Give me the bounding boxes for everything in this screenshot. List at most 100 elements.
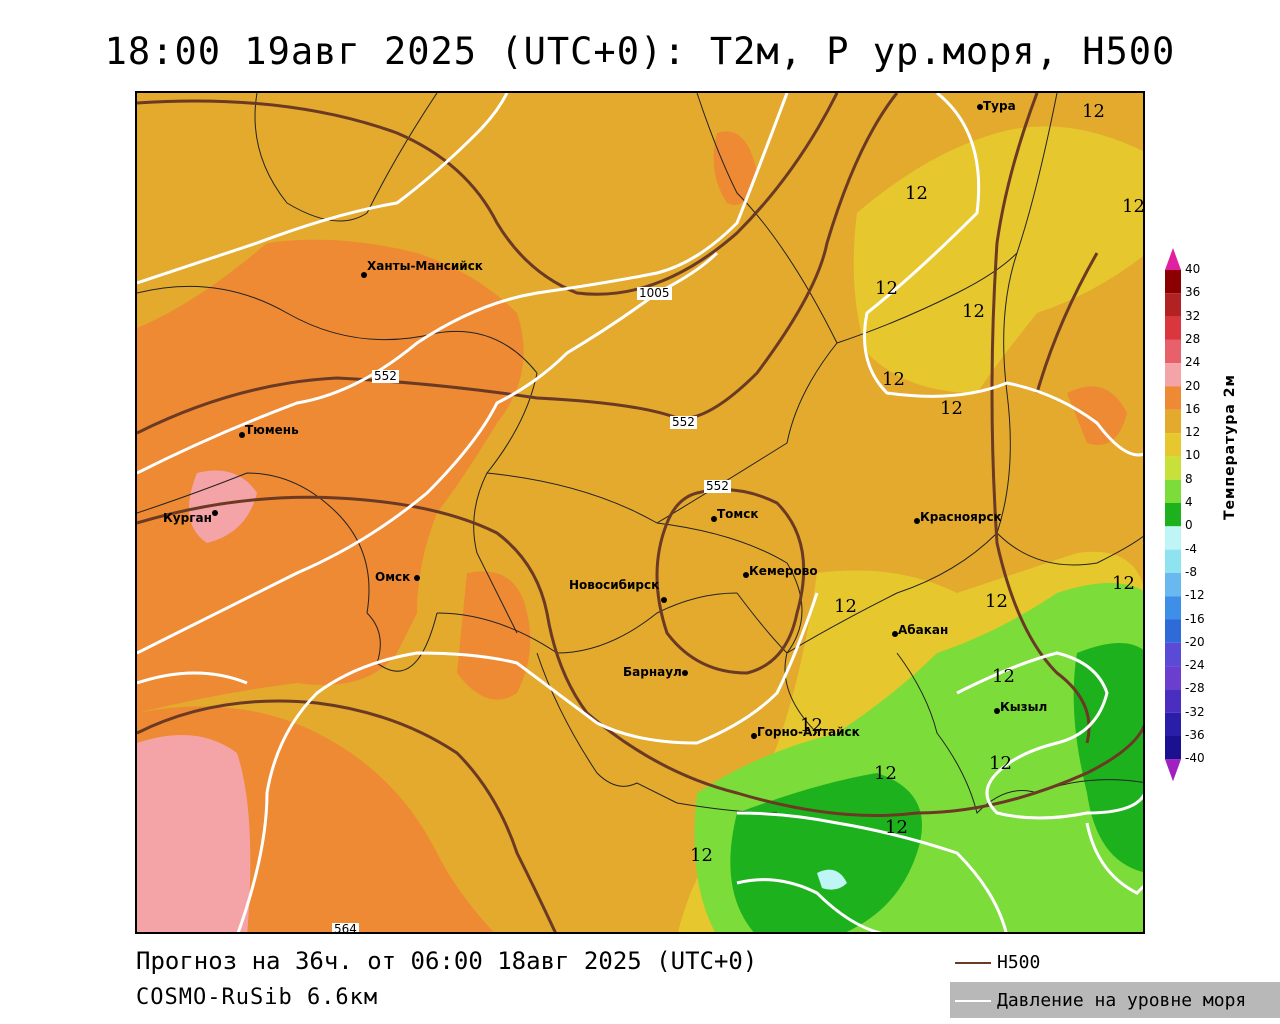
- isotherm-label: 12: [905, 183, 928, 204]
- isotherm-label: 12: [885, 817, 908, 838]
- colorbar-segment: [1165, 666, 1181, 690]
- colorbar-segment: [1165, 316, 1181, 340]
- map-canvas: [137, 93, 1143, 932]
- city-marker: [361, 271, 367, 278]
- city-abakan: Абакан: [892, 623, 948, 640]
- colorbar-tick-label: 40: [1185, 262, 1201, 276]
- isotherm-label: 12: [874, 763, 897, 784]
- colorbar-segment: [1165, 736, 1181, 760]
- colorbar-top-arrow: [1165, 248, 1181, 270]
- pressure-line-swatch: [955, 1000, 991, 1002]
- temp-zone-16-20d: [713, 131, 757, 205]
- colorbar-segment: [1165, 712, 1181, 736]
- colorbar-tick-label: 28: [1185, 331, 1201, 346]
- temp-zone-16-20: [137, 239, 524, 713]
- colorbar-tick-label: 0: [1185, 518, 1193, 533]
- city-marker: [211, 509, 218, 516]
- weather-map: 1005 552 552 552 564 12 12 12 12 12 12 1…: [135, 91, 1145, 934]
- city-marker: [892, 630, 898, 637]
- colorbar-tick-label: 32: [1185, 308, 1201, 323]
- h500-label-552-a: 552: [372, 369, 399, 383]
- isotherm-label: 12: [800, 715, 823, 736]
- isotherm-label: 12: [989, 753, 1012, 774]
- colorbar-segment: [1165, 433, 1181, 457]
- colorbar-tick-label: -32: [1185, 704, 1205, 719]
- city-tomsk: Томск: [711, 507, 759, 525]
- colorbar-tick-label: -12: [1185, 588, 1205, 603]
- temp-zone-0-4: [730, 773, 922, 932]
- temperature-colorbar: 40 36 32 28 24 20 16 12 10 8 4 0 -4 -8 -12 -16 -20 -24 -28…: [1163, 248, 1280, 788]
- colorbar-segment: [1165, 549, 1181, 573]
- colorbar-segment: [1165, 270, 1181, 294]
- colorbar-segment: [1165, 339, 1181, 364]
- city-omsk: Омск: [375, 570, 421, 584]
- colorbar-tick-label: -24: [1185, 658, 1205, 673]
- temp-zone-16-20f: [1067, 386, 1127, 445]
- colorbar-segment: [1165, 526, 1181, 550]
- isotherm-label: 12: [992, 666, 1015, 687]
- pressure-isobars: [137, 93, 1143, 932]
- colorbar-strip: [1165, 248, 1181, 782]
- pressure-label-1005: 1005: [637, 286, 672, 300]
- isotherm-label: 12: [962, 301, 985, 322]
- city-marker: [711, 515, 717, 522]
- isotherm-label: 12: [1082, 101, 1105, 122]
- h500-label-552-c: 552: [704, 479, 731, 493]
- colorbar-segment: [1165, 503, 1181, 527]
- h500-label-564: 564: [332, 922, 359, 934]
- colorbar-tick-label: 20: [1185, 378, 1201, 393]
- colorbar-title: Температура 2м: [1222, 374, 1238, 520]
- colorbar-tick-label: -4: [1185, 541, 1197, 556]
- model-name: COSMO-RuSib 6.6км: [136, 985, 379, 1010]
- colorbar-segment: [1165, 689, 1181, 713]
- h500-key: H500: [955, 952, 1040, 973]
- city-krasnoyarsk: Красноярск: [914, 510, 1002, 527]
- colorbar-segment: [1165, 409, 1181, 434]
- region-borders: [137, 93, 1143, 814]
- city-marker: [743, 571, 749, 578]
- isotherm-label: 12: [1112, 573, 1135, 594]
- isotherm-label: 12: [690, 845, 713, 866]
- h500-line-swatch: [955, 962, 991, 964]
- isotherm-label: 12: [985, 591, 1008, 612]
- city-tyumen: Тюмень: [239, 423, 299, 441]
- colorbar-tick-label: -28: [1185, 681, 1205, 696]
- colorbar-tick-label: 10: [1185, 448, 1201, 463]
- colorbar-tick-label: -36: [1185, 728, 1205, 742]
- isotherm-label: 12: [1122, 196, 1145, 217]
- h500-label-552-b: 552: [670, 415, 697, 429]
- colorbar-tick-label: 12: [1185, 425, 1201, 440]
- isotherm-label: 12: [882, 369, 905, 390]
- colorbar-tick-label: 36: [1185, 285, 1201, 300]
- temp-zone-20-24: [137, 735, 251, 932]
- city-marker: [994, 707, 1000, 714]
- colorbar-segment: [1165, 293, 1181, 317]
- temp-zone-16-20b: [457, 571, 531, 700]
- city-marker: [239, 431, 245, 438]
- city-gorno-altaysk: Горно-Алтайск: [751, 725, 860, 742]
- map-title: 18:00 19авг 2025 (UTC+0): T2м, P ур.моря…: [104, 30, 1176, 73]
- colorbar-tick-label: 4: [1185, 495, 1193, 509]
- city-marker: [661, 596, 667, 603]
- colorbar-bottom-arrow: [1165, 759, 1181, 782]
- colorbar-segment: [1165, 479, 1181, 503]
- pressure-key: Давление на уровне моря: [950, 982, 1280, 1018]
- colorbar-tick-label: 8: [1185, 471, 1193, 486]
- colorbar-tick-label: -8: [1185, 564, 1197, 579]
- city-khanty-mansiysk: Ханты-Мансийск: [361, 259, 483, 281]
- lake-shape: [817, 869, 847, 890]
- city-novosibirsk: Новосибирск: [569, 578, 667, 606]
- h500-isohypses: [137, 93, 1143, 932]
- city-kyzyl: Кызыл: [994, 700, 1047, 717]
- colorbar-tick-label: 16: [1185, 401, 1201, 416]
- city-marker: [751, 732, 757, 739]
- isotherm-label: 12: [875, 278, 898, 299]
- colorbar-tick-label: -16: [1185, 611, 1205, 626]
- colorbar-segment: [1165, 596, 1181, 620]
- city-marker: [914, 517, 920, 524]
- temp-zone-0-4b: [1073, 643, 1143, 872]
- colorbar-segment: [1165, 619, 1181, 643]
- city-marker: [414, 574, 421, 581]
- colorbar-segment: [1165, 456, 1181, 480]
- isotherm-label: 12: [834, 596, 857, 617]
